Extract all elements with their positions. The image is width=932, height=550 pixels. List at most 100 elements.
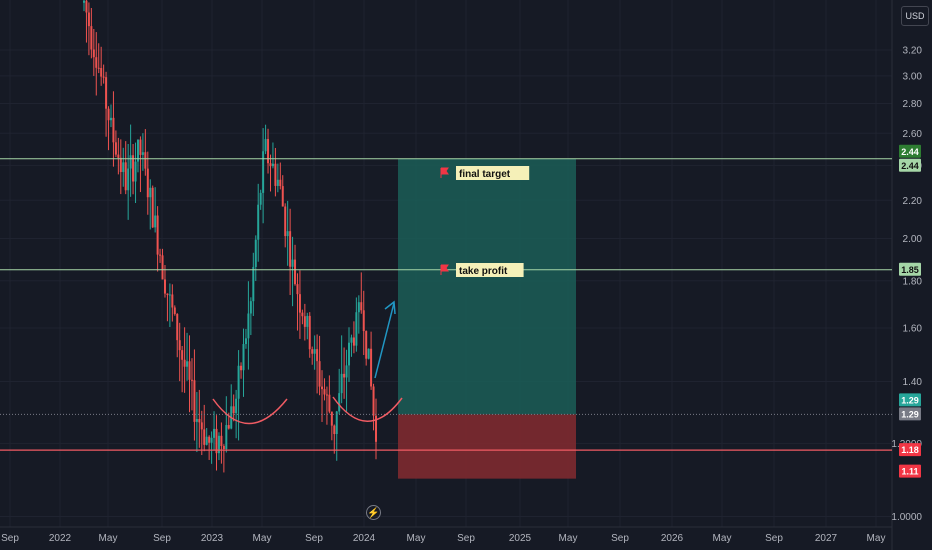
candle-body <box>362 310 365 332</box>
candle-body <box>338 393 341 412</box>
candle-body <box>100 68 103 77</box>
price-tag <box>899 464 921 478</box>
candle-body <box>350 337 353 343</box>
candle-body <box>117 154 120 158</box>
price-tag <box>899 158 921 172</box>
candle-body <box>220 435 223 447</box>
rounded-bottom-2 <box>332 396 403 422</box>
candle-body <box>139 139 142 155</box>
candle-body <box>318 361 321 387</box>
candle-body <box>355 312 358 346</box>
candle-body <box>330 411 333 426</box>
flag-icon <box>440 167 449 178</box>
x-tick-label: May <box>407 533 426 544</box>
candle-body <box>186 361 189 367</box>
candle-body <box>343 373 346 378</box>
candle-body <box>345 365 348 378</box>
candle-body <box>144 152 147 169</box>
currency-button[interactable]: USD <box>901 6 929 26</box>
candle-body <box>102 76 105 78</box>
candle-body <box>105 77 108 109</box>
candle-body <box>92 49 95 58</box>
candle-body <box>190 379 193 381</box>
flash-icon[interactable]: ⚡ <box>366 505 381 520</box>
candle-body <box>95 57 98 68</box>
candle-body <box>168 294 171 296</box>
candle-body <box>313 349 316 354</box>
candle-body <box>141 152 144 155</box>
candle-body <box>132 155 135 182</box>
candle-body <box>136 139 139 162</box>
candle-body <box>352 337 355 346</box>
y-tick-label: 1.80 <box>903 276 923 287</box>
candle-body <box>188 361 191 380</box>
y-tick-label: 2.80 <box>903 99 923 110</box>
profit-zone <box>398 158 576 415</box>
candle-body <box>269 163 272 167</box>
candle-body <box>195 418 198 422</box>
price-tag <box>899 443 921 457</box>
candlestick-series <box>83 0 377 473</box>
candle-body <box>321 386 324 390</box>
candle-body <box>325 394 328 396</box>
x-tick-label: 2022 <box>49 533 72 544</box>
y-tick-label: 2.00 <box>903 234 923 245</box>
candle-body <box>193 380 196 422</box>
candle-body <box>335 411 338 435</box>
price-tag <box>899 407 921 421</box>
loss-zone <box>398 414 576 479</box>
candle-body <box>333 425 336 435</box>
y-tick-label: 2.20 <box>903 196 923 207</box>
candle-body <box>181 350 184 360</box>
candle-body <box>267 139 270 164</box>
x-tick-label: May <box>253 533 272 544</box>
candle-body <box>97 67 100 69</box>
candle-body <box>348 342 351 366</box>
candle-body <box>109 117 112 121</box>
candle-body <box>124 162 127 191</box>
price-tag-label: 1.29 <box>901 409 919 419</box>
candle-body <box>119 157 122 173</box>
candle-body <box>257 204 260 240</box>
candle-body <box>146 168 149 198</box>
candle-body <box>183 359 186 367</box>
time-axis[interactable]: Sep 2022 May Sep 2023 May Sep 2024 May Sep 2025 May… <box>1 533 885 544</box>
candle-body <box>215 428 218 454</box>
candle-body <box>298 294 301 313</box>
candle-body <box>166 293 169 295</box>
projection-arrow <box>374 302 395 379</box>
candle-body <box>156 215 159 255</box>
candle-body <box>114 142 117 155</box>
x-tick-label: Sep <box>611 533 629 544</box>
candle-body <box>308 315 311 350</box>
candle-body <box>122 162 125 173</box>
candle-body <box>291 259 294 267</box>
x-tick-label: 2026 <box>661 533 684 544</box>
x-tick-label: 2024 <box>353 533 376 544</box>
candle-body <box>227 425 230 429</box>
rounded-bottom-1 <box>212 398 288 425</box>
candle-body <box>284 206 287 237</box>
x-tick-label: May <box>713 533 732 544</box>
candle-body <box>222 446 225 450</box>
chart-drawings <box>212 300 403 425</box>
note-label: final target <box>459 169 511 180</box>
candle-body <box>173 307 176 314</box>
candle-body <box>372 386 375 416</box>
candle-body <box>210 437 213 443</box>
note-box <box>456 263 524 277</box>
x-tick-label: 2023 <box>201 533 224 544</box>
y-tick-label: 1.40 <box>903 377 923 388</box>
candle-body <box>85 0 88 13</box>
y-tick-label: 1.0000 <box>891 512 922 523</box>
candle-body <box>247 313 250 339</box>
price-axis[interactable]: 3.203.002.802.602.402.202.001.801.601.40… <box>891 46 922 524</box>
candle-body <box>161 255 164 280</box>
y-tick-label: 2.60 <box>903 129 923 140</box>
candle-body <box>259 192 262 205</box>
price-tag <box>899 393 921 407</box>
candle-body <box>370 348 373 387</box>
candle-body <box>232 406 235 414</box>
x-tick-label: Sep <box>153 533 171 544</box>
